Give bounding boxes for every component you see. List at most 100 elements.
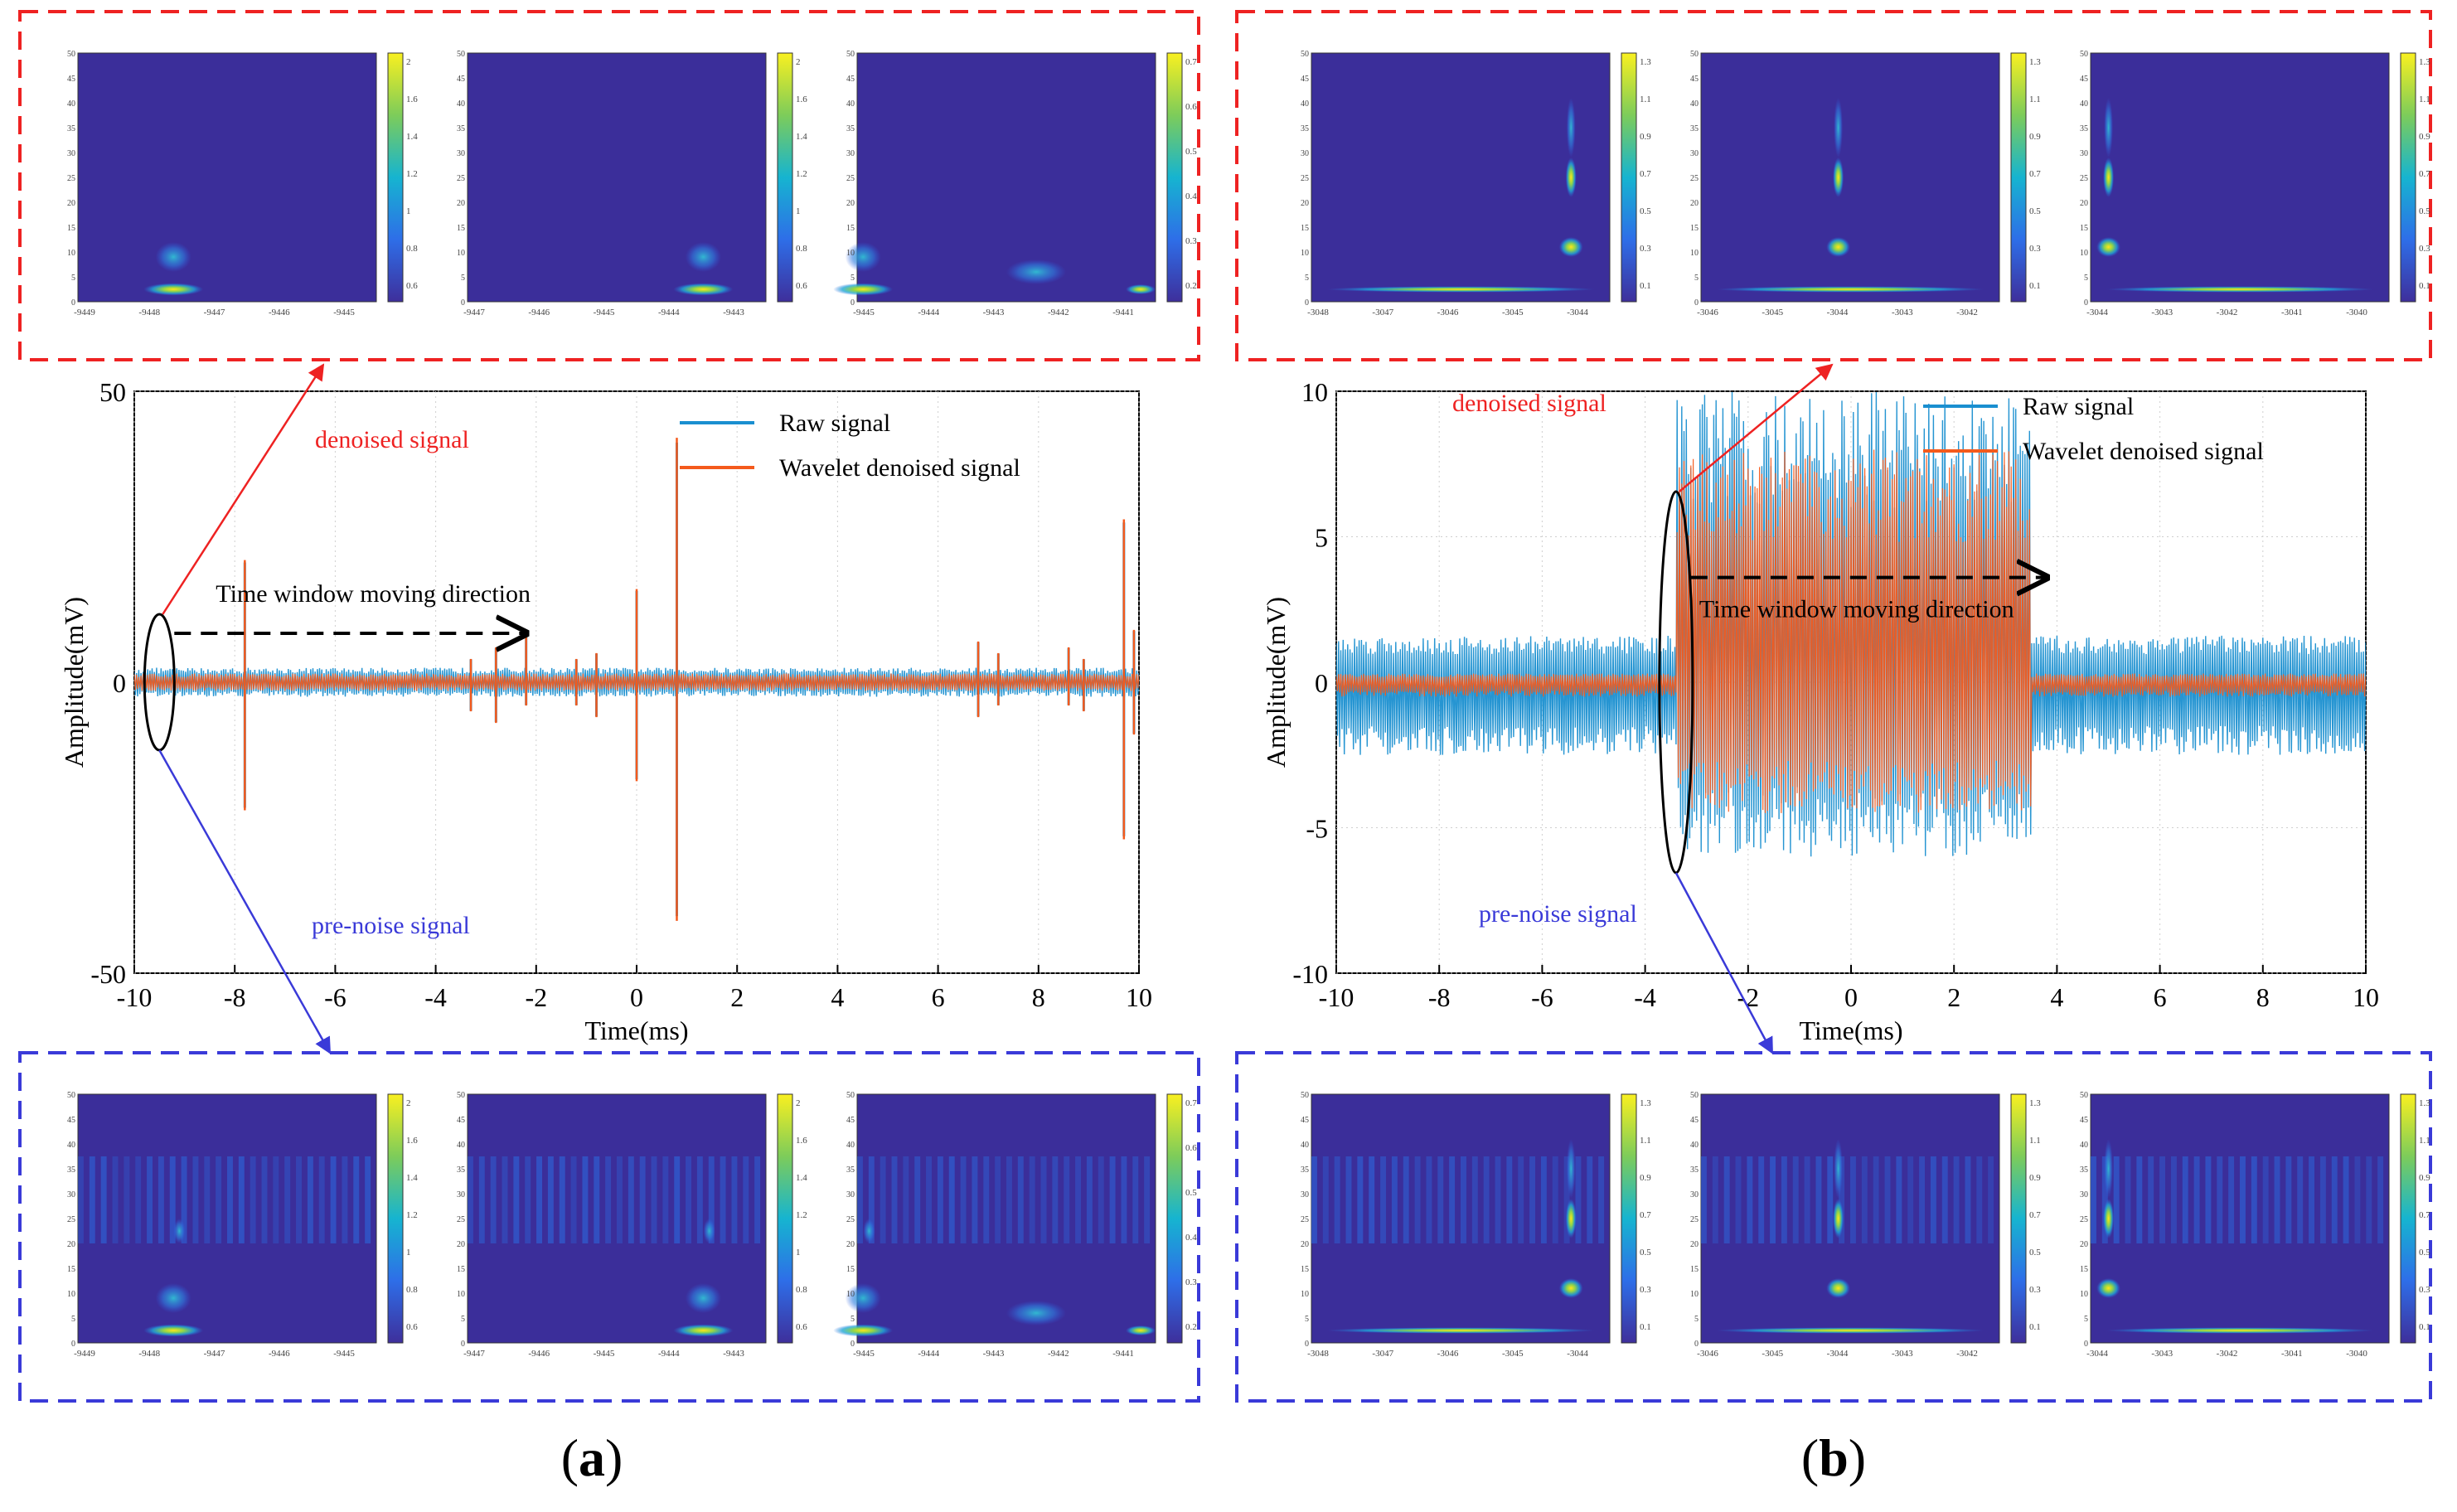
x-tick-label: -10 <box>1319 982 1354 1012</box>
scalogram-background <box>1700 52 2000 303</box>
scalogram-x-tick: -9447 <box>463 1349 485 1359</box>
scalogram-y-tick: 10 <box>2080 1290 2088 1299</box>
colorbar-tick: 1.3 <box>2419 57 2430 67</box>
scalogram-y-tick: 0 <box>2084 298 2088 308</box>
noise-texture <box>2159 1156 2165 1243</box>
noise-texture <box>135 1156 142 1243</box>
energy-hotspot <box>673 1324 734 1337</box>
noise-texture <box>1896 1156 1902 1243</box>
colorbar <box>1621 52 1637 303</box>
colorbar-tick: 1 <box>406 206 411 216</box>
scalogram-y-tick: 30 <box>457 1190 465 1199</box>
denoised-signal-label: denoised signal <box>315 426 469 453</box>
scalogram-y-tick: 35 <box>67 1166 75 1175</box>
scalogram-x-tick: -3048 <box>1307 1349 1329 1359</box>
scalogram-y-tick: 20 <box>67 1240 75 1249</box>
noise-texture <box>1449 1156 1456 1243</box>
scalogram-y-tick: 25 <box>846 1215 855 1224</box>
colorbar <box>2010 52 2027 303</box>
scalogram-y-tick: 45 <box>1690 75 1699 84</box>
x-axis-label: Time(ms) <box>584 1015 688 1045</box>
colorbar-tick: 0.3 <box>2419 244 2430 254</box>
y-tick-label: 0 <box>1315 668 1328 698</box>
scalogram-x-tick: -3042 <box>2217 308 2238 317</box>
scalogram-y-tick: 45 <box>67 75 75 84</box>
scalogram-y-tick: 5 <box>850 1315 855 1324</box>
colorbar-tick: 0.7 <box>2029 169 2041 179</box>
legend-label-raw: Raw signal <box>2023 393 2134 420</box>
scalogram-y-tick: 30 <box>846 149 855 158</box>
noise-texture <box>1357 1156 1364 1243</box>
scalogram-y-tick: 5 <box>1305 1315 1309 1324</box>
colorbar-tick: 0.5 <box>1640 1248 1651 1258</box>
noise-texture <box>570 1156 577 1243</box>
scalogram-y-tick: 30 <box>846 1190 855 1199</box>
energy-hotspot <box>1566 1139 1576 1199</box>
scalogram-x-tick: -3042 <box>2217 1349 2238 1359</box>
energy-hotspot <box>1565 1199 1577 1238</box>
energy-hotspot <box>2096 1278 2121 1298</box>
colorbar-tick: 0.5 <box>1185 147 1197 157</box>
scalogram-y-tick: 20 <box>2080 199 2088 208</box>
colorbar-tick: 0.5 <box>2419 1248 2430 1258</box>
colorbar-tick: 0.9 <box>2029 132 2041 142</box>
scalogram-y-tick: 50 <box>1301 1091 1309 1100</box>
scalogram-y-tick: 30 <box>1301 149 1309 158</box>
noise-texture <box>686 1156 691 1243</box>
scalogram-y-tick: 25 <box>457 174 465 183</box>
legend: Raw signal Wavelet denoised signal <box>1923 393 2264 465</box>
scalogram-x-tick: -3044 <box>1567 308 1588 317</box>
scalogram-y-tick: 0 <box>1694 298 1699 308</box>
x-tick-label: -4 <box>424 982 447 1012</box>
noise-texture <box>204 1156 211 1243</box>
energy-hotspot <box>143 283 204 296</box>
scalogram-x-tick: -9441 <box>1112 308 1134 317</box>
noise-texture <box>1873 1156 1879 1243</box>
scalogram-y-tick: 30 <box>67 1190 75 1199</box>
noise-texture <box>1781 1156 1787 1243</box>
noise-texture <box>960 1156 967 1243</box>
scalogram-y-tick: 30 <box>2080 1190 2088 1199</box>
scalogram-y-tick: 20 <box>1690 199 1699 208</box>
scalogram-x-tick: -9444 <box>658 1349 680 1359</box>
colorbar-tick: 0.4 <box>1185 1233 1197 1243</box>
scalogram-x-tick: -3043 <box>1892 1349 1913 1359</box>
colorbar-tick: 0.1 <box>2419 1322 2430 1332</box>
scalogram-y-tick: 15 <box>2080 224 2088 233</box>
scalogram-x-tick: -3044 <box>2086 308 2108 317</box>
scalogram-y-tick: 50 <box>1690 50 1699 59</box>
colorbar <box>777 52 793 303</box>
scalogram-y-tick: 5 <box>1305 274 1309 283</box>
scalogram-y-tick: 5 <box>461 1315 465 1324</box>
scalogram-y-tick: 45 <box>67 1116 75 1125</box>
y-tick-label: -10 <box>1292 959 1328 989</box>
scalogram-x-tick: -9444 <box>658 308 680 317</box>
scalogram-y-tick: 20 <box>846 1240 855 1249</box>
energy-hotspot <box>1826 237 1851 257</box>
colorbar-tick: 1.6 <box>406 1136 418 1146</box>
scalogram-x-tick: -9445 <box>853 308 875 317</box>
amplitude-chart-a: -10 -8 -6 -4 -2 0 2 4 6 8 10 50 0 -50 Time(ms) Amplitud… <box>59 377 1152 1045</box>
colorbar-tick: 0.5 <box>1185 1188 1197 1198</box>
noise-texture <box>1369 1156 1375 1243</box>
energy-hotspot <box>173 1219 186 1243</box>
energy-hotspot <box>1558 237 1583 257</box>
scalogram-y-tick: 15 <box>846 1265 855 1274</box>
scalogram-x-tick: -3044 <box>2086 1349 2108 1359</box>
noise-texture <box>216 1156 222 1243</box>
energy-hotspot <box>1833 158 1844 197</box>
scalogram-y-tick: 5 <box>1694 1315 1699 1324</box>
scalogram-y-tick: 10 <box>67 249 75 258</box>
x-tick-label: 0 <box>630 982 643 1012</box>
panel-label-a: (a) <box>561 1428 623 1487</box>
noise-texture <box>2113 1156 2120 1243</box>
noise-texture <box>478 1156 485 1243</box>
energy-hotspot <box>2106 286 2374 293</box>
scalogram-y-tick: 20 <box>1301 1240 1309 1249</box>
scalogram-y-tick: 45 <box>846 1116 855 1125</box>
scalogram-x-tick: -9448 <box>138 308 160 317</box>
noise-texture <box>89 1156 95 1243</box>
